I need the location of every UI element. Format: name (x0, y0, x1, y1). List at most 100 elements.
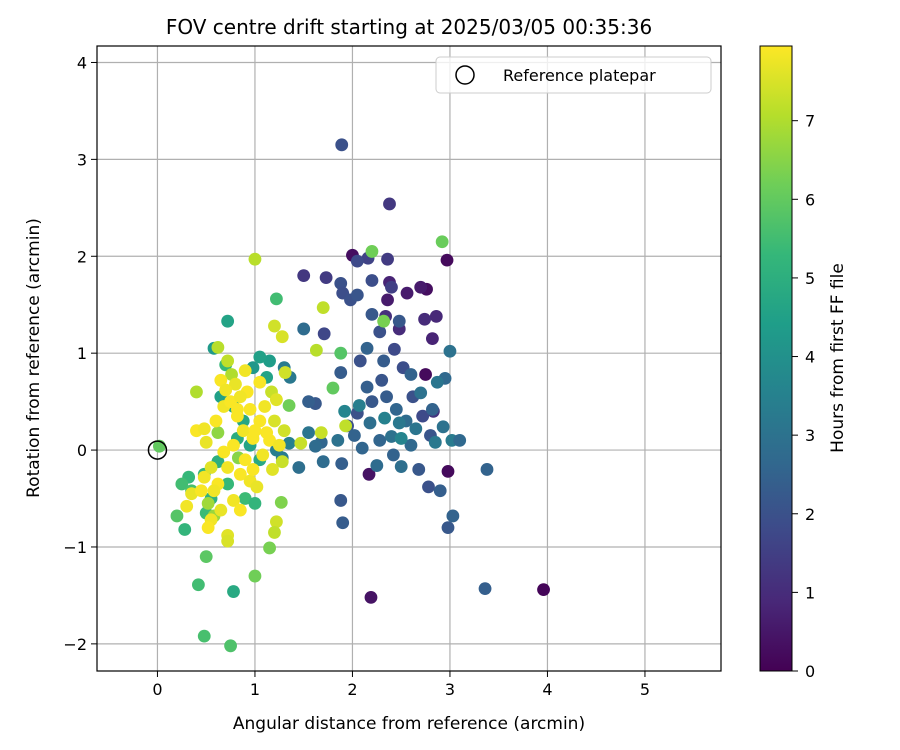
scatter-point (268, 414, 281, 428)
scatter-point (309, 343, 323, 357)
scatter-point (441, 521, 455, 534)
scatter-point (350, 254, 364, 268)
scatter-point (229, 377, 242, 391)
scatter-point (392, 416, 406, 430)
scatter-point (389, 402, 403, 416)
scatter-point (297, 269, 311, 283)
scatter-point (435, 235, 449, 249)
colorbar-tick-label: 6 (805, 190, 815, 209)
y-tick-label: 2 (77, 247, 87, 266)
scatter-point (326, 381, 340, 395)
scatter-point (373, 325, 387, 339)
scatter-point (409, 422, 423, 436)
reference-point (147, 440, 168, 460)
scatter-point (381, 293, 394, 307)
x-axis: 0 1 2 3 4 5 (152, 671, 650, 699)
scatter-point (309, 439, 322, 453)
scatter-point (199, 550, 213, 564)
scatter-point (334, 346, 348, 360)
scatter-point (207, 484, 221, 498)
scatter-point (446, 509, 460, 523)
scatter-point (248, 252, 262, 266)
scatter-point (236, 424, 250, 438)
y-tick-label: −1 (63, 538, 87, 557)
scatter-point (214, 503, 228, 517)
scatter-point (400, 286, 414, 300)
scatter-point (227, 585, 240, 598)
scatter-point (211, 426, 225, 440)
chart-title: FOV centre drift starting at 2025/03/05 … (166, 15, 652, 39)
colorbar-tick-label: 7 (805, 112, 815, 131)
scatter-point (246, 463, 260, 476)
scatter-point (248, 569, 262, 583)
x-tick-label: 2 (347, 680, 357, 699)
scatter-point (355, 441, 369, 455)
scatter-point (225, 368, 238, 381)
scatter-point (197, 629, 211, 643)
scatter-point (268, 319, 281, 333)
scatter-point (430, 375, 444, 389)
scatter-point (373, 433, 387, 447)
x-tick-label: 5 (640, 680, 650, 699)
scatter-point (360, 380, 374, 394)
scatter-point (233, 467, 247, 481)
legend-open-circle-marker (455, 65, 475, 85)
scatter-point (302, 426, 315, 440)
reference-platepar-marker (147, 440, 168, 460)
scatter-point (199, 435, 213, 449)
scatter-point (335, 457, 349, 471)
scatter-point (192, 578, 205, 592)
colorbar-tick-label: 1 (805, 583, 815, 602)
scatter-point (302, 395, 315, 409)
scatter-point (270, 515, 283, 529)
scatter-point (233, 503, 247, 517)
scatter-point (258, 400, 272, 413)
scatter-point (248, 496, 262, 510)
scatter-point (414, 386, 428, 400)
scatter-point (404, 438, 418, 452)
scatter-point (362, 467, 376, 481)
scatter-point (319, 271, 333, 284)
scatter-point (383, 197, 396, 211)
scatter-point (221, 314, 235, 328)
scatter-point (364, 590, 378, 604)
scatter-point (385, 280, 398, 294)
scatter-point (274, 495, 288, 509)
scatter-point (378, 411, 392, 425)
scatter-point (334, 277, 348, 290)
scatter-point (282, 399, 296, 412)
scatter-point (185, 487, 198, 501)
y-tick-label: −2 (63, 635, 87, 654)
scatter-point (443, 344, 457, 358)
colorbar: 0 1 2 3 4 5 6 7 Hours from first FF file (759, 45, 848, 681)
scatter-point (294, 436, 308, 450)
scatter-point (253, 414, 267, 428)
scatter-point (365, 308, 379, 321)
legend: Reference platepar (435, 56, 712, 94)
scatter-point (170, 509, 184, 523)
colorbar-tick-label: 3 (805, 426, 815, 445)
scatter-point (278, 366, 292, 379)
scatter-point (275, 330, 289, 344)
scatter-point (175, 477, 189, 491)
scatter-point (436, 420, 450, 434)
scatter-point (352, 399, 366, 412)
scatter-point (221, 354, 235, 368)
colorbar-tick-label: 0 (805, 662, 815, 681)
colorbar-label: Hours from first FF file (828, 263, 848, 453)
data-points (153, 138, 550, 653)
scatter-point (214, 373, 228, 387)
y-tick-label: 1 (77, 344, 87, 363)
scatter-point (238, 492, 252, 505)
scatter-point (334, 494, 348, 507)
scatter-point (348, 429, 361, 442)
scatter-point (365, 245, 379, 258)
scatter-point (381, 252, 394, 266)
x-tick-label: 4 (542, 680, 552, 699)
scatter-point (250, 480, 264, 494)
scatter-point (316, 301, 330, 315)
scatter-point (428, 435, 442, 449)
scatter-point (385, 430, 398, 443)
scatter-point (231, 402, 244, 416)
y-tick-label: 3 (77, 150, 87, 169)
